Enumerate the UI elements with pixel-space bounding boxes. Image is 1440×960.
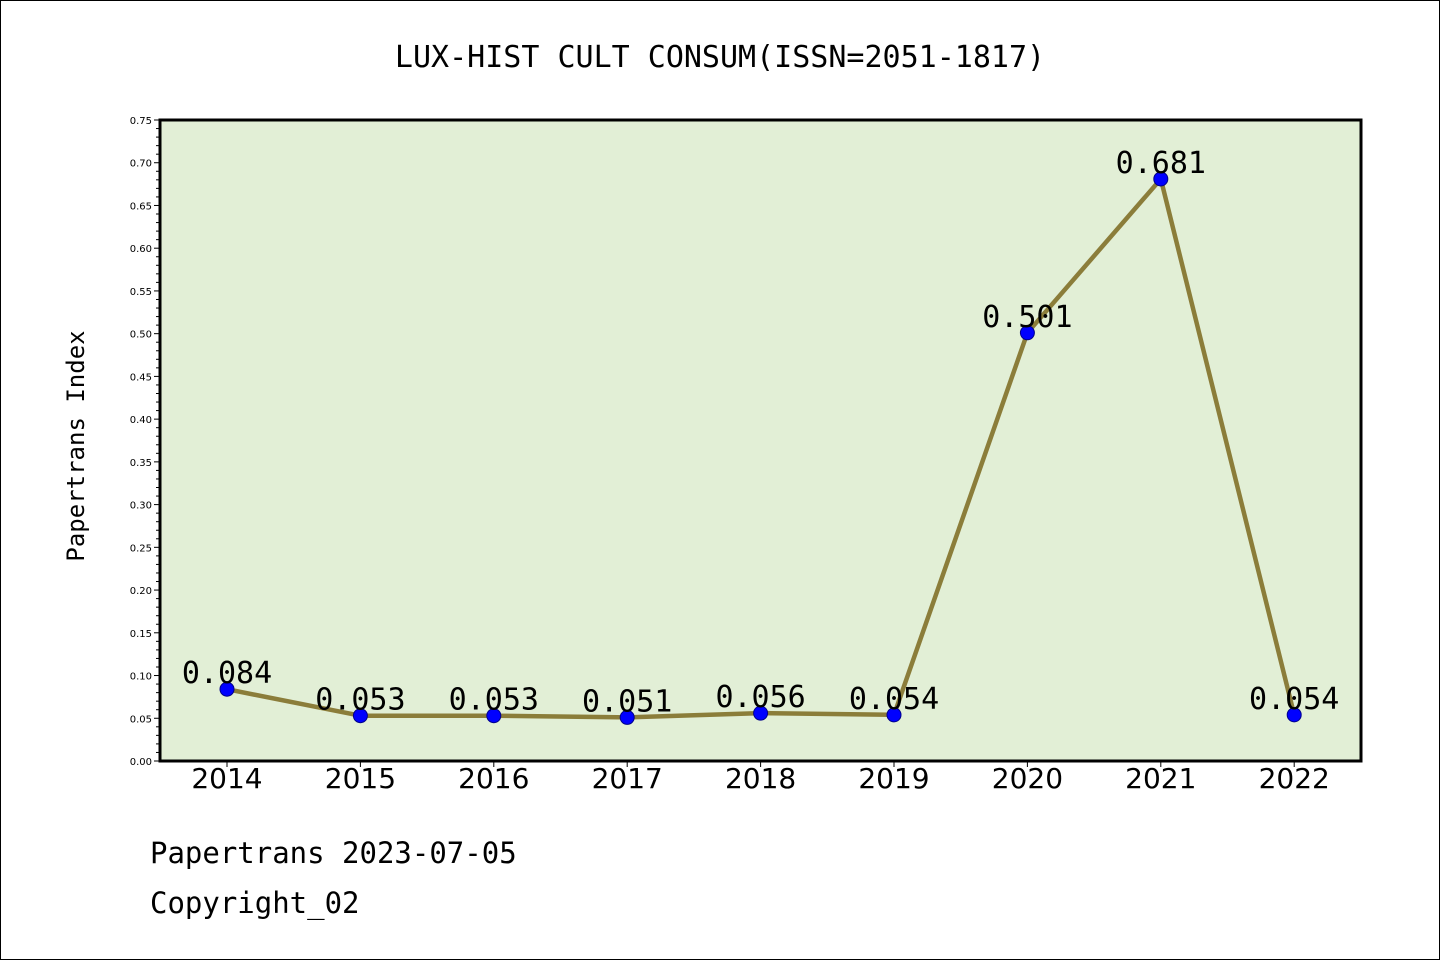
data-point [1286,707,1302,723]
y-tick-label: 0.00 [130,757,152,768]
y-tick-label: 0.50 [130,330,152,341]
data-point [1019,325,1035,341]
data-label: 0.084 [182,656,272,691]
data-point [753,705,769,721]
data-label: 0.053 [315,683,405,718]
data-point [1153,171,1169,187]
data-point [619,709,635,725]
data-label: 0.681 [1116,146,1206,181]
y-axis-label: Papertrans Index [62,330,90,561]
y-tick-label: 0.30 [130,501,152,512]
y-tick-label: 0.40 [130,415,152,426]
data-point [219,681,235,697]
y-tick-label: 0.70 [130,159,152,170]
data-point [886,707,902,723]
data-label: 0.051 [582,684,672,719]
y-tick-label: 0.05 [130,714,152,725]
data-label: 0.056 [715,680,805,715]
x-tick-label: 2021 [1125,762,1196,795]
x-tick-label: 2017 [592,762,663,795]
data-label: 0.053 [449,683,539,718]
data-label: 0.501 [982,300,1072,335]
data-label: 0.054 [849,682,939,717]
x-tick-label: 2016 [458,762,529,795]
x-tick-label: 2022 [1259,762,1330,795]
y-tick-label: 0.65 [130,201,152,212]
footer-copyright: Copyright_02 [150,886,360,920]
x-tick-label: 2014 [191,762,262,795]
plot-border [158,118,1363,763]
x-tick-label: 2015 [325,762,396,795]
footer-date: Papertrans 2023-07-05 [150,836,517,870]
y-tick-label: 0.55 [130,287,152,298]
data-point [352,708,368,724]
y-tick-label: 0.25 [130,543,152,554]
y-tick-label: 0.15 [130,629,152,640]
data-label: 0.054 [1249,682,1339,717]
x-tick-label: 2020 [992,762,1063,795]
y-tick-label: 0.35 [130,458,152,469]
y-tick-label: 0.45 [130,372,152,383]
chart-title: LUX-HIST CULT CONSUM(ISSN=2051-1817) [395,40,1045,75]
y-tick-label: 0.75 [130,116,152,127]
x-tick-label: 2019 [858,762,929,795]
y-tick-label: 0.10 [130,672,152,683]
x-tick-label: 2018 [725,762,796,795]
y-tick-label: 0.20 [130,586,152,597]
data-point [486,708,502,724]
y-tick-label: 0.60 [130,244,152,255]
plot-area [160,120,1361,761]
